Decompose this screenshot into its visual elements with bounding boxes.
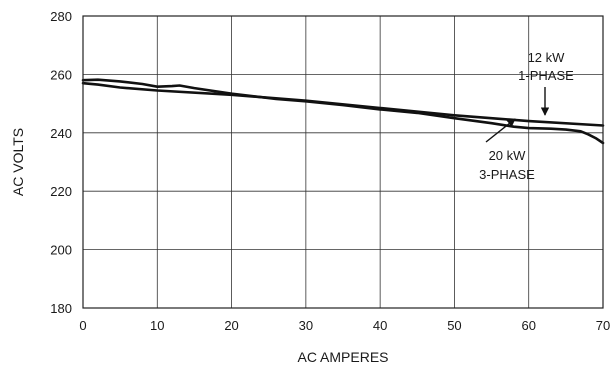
x-tick-label: 10 xyxy=(150,318,164,333)
series-line-1 xyxy=(81,78,605,145)
x-tick-label: 60 xyxy=(521,318,535,333)
x-tick-label: 0 xyxy=(79,318,86,333)
plot-area-frame xyxy=(82,15,604,309)
annotation-label: 12 kW xyxy=(528,50,566,65)
y-tick-label: 180 xyxy=(50,301,72,316)
x-tick-label: 20 xyxy=(224,318,238,333)
x-tick-label: 30 xyxy=(299,318,313,333)
x-axis-label: AC AMPERES xyxy=(297,349,388,365)
annotation-label: 20 kW xyxy=(489,148,527,163)
annotation-arrow xyxy=(485,118,516,143)
x-tick-label: 50 xyxy=(447,318,461,333)
series-lines xyxy=(81,78,605,145)
tick-labels: 0 10 20 30 40 50 60 70 180 200 220 240 260 280 xyxy=(50,9,610,333)
y-tick-label: 280 xyxy=(50,9,72,24)
annotation-label: 3-PHASE xyxy=(479,167,535,182)
annotations: 12 kW 1-PHASE 20 kW 3-PHASE xyxy=(479,50,574,182)
y-tick-label: 240 xyxy=(50,126,72,141)
annotation-label: 1-PHASE xyxy=(518,68,574,83)
y-tick-label: 200 xyxy=(50,243,72,258)
y-tick-label: 220 xyxy=(50,184,72,199)
y-axis-label: AC VOLTS xyxy=(10,128,26,196)
x-tick-label: 40 xyxy=(373,318,387,333)
y-tick-label: 260 xyxy=(50,67,72,82)
grid-lines xyxy=(83,16,603,308)
x-tick-label: 70 xyxy=(596,318,610,333)
